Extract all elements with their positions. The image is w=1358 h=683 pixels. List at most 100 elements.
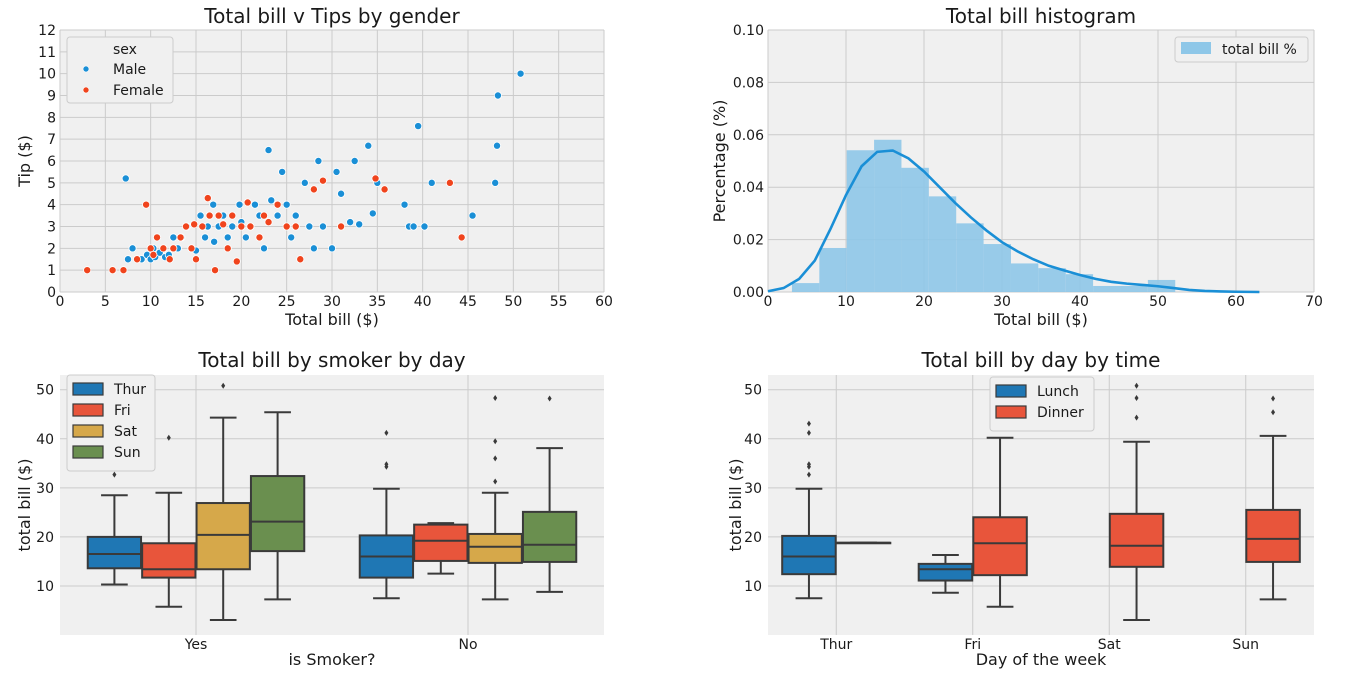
x-tick-label: 20 bbox=[915, 294, 933, 310]
x-tick-label: 40 bbox=[1071, 294, 1089, 310]
histogram-bar bbox=[928, 196, 957, 292]
scatter-point-female bbox=[198, 222, 207, 231]
box bbox=[86, 535, 143, 570]
y-tick-label: 20 bbox=[744, 530, 762, 546]
box bbox=[917, 562, 974, 582]
y-tick-label: 2 bbox=[47, 241, 56, 257]
scatter-point-male bbox=[400, 200, 409, 209]
y-tick-label: 11 bbox=[38, 45, 56, 61]
histogram-bar bbox=[791, 283, 820, 292]
legend-swatch-dinner bbox=[995, 405, 1027, 419]
x-tick-label: 55 bbox=[550, 294, 568, 310]
outlier-marker bbox=[112, 471, 117, 478]
y-tick-label: 5 bbox=[47, 176, 56, 192]
scatter-point-female bbox=[149, 250, 158, 259]
scatter-point-female bbox=[83, 266, 92, 275]
x-axis-label: is Smoker? bbox=[288, 650, 375, 669]
legend-title: sex bbox=[113, 42, 137, 58]
y-tick-label: 0.02 bbox=[733, 233, 764, 249]
x-tick-label: 25 bbox=[278, 294, 296, 310]
scatter-point-male bbox=[309, 244, 318, 253]
outlier-marker bbox=[1134, 382, 1139, 389]
x-tick-label: 50 bbox=[504, 294, 522, 310]
y-axis-label: Percentage (%) bbox=[710, 100, 729, 223]
scatter-point-male bbox=[409, 222, 418, 231]
histogram-bar bbox=[1065, 274, 1094, 292]
scatter-point-female bbox=[291, 222, 300, 231]
scatter-point-male bbox=[124, 255, 133, 264]
scatter-point-male bbox=[468, 211, 477, 220]
histogram-bar bbox=[1010, 263, 1039, 292]
scatter-point-female bbox=[214, 211, 223, 220]
y-tick-label: 1 bbox=[47, 263, 56, 279]
scatter-point-female bbox=[255, 233, 264, 242]
scatter-point-female bbox=[309, 185, 318, 194]
scatter-point-male bbox=[223, 233, 232, 242]
scatter-point-male bbox=[350, 156, 359, 165]
legend-swatch-fri bbox=[72, 403, 104, 417]
x-tick-label: 35 bbox=[368, 294, 386, 310]
outlier-marker bbox=[806, 420, 811, 427]
x-tick-label: No bbox=[458, 637, 477, 653]
scatter-point-male bbox=[282, 200, 291, 209]
scatter-point-male bbox=[259, 244, 268, 253]
scatter-point-female bbox=[159, 244, 168, 253]
outlier-marker bbox=[806, 461, 811, 468]
scatter-point-female bbox=[228, 211, 237, 220]
legend-marker-female bbox=[82, 86, 90, 94]
x-tick-label: Sat bbox=[1098, 637, 1121, 653]
legend-label-sun: Sun bbox=[114, 445, 141, 461]
box bbox=[467, 532, 523, 564]
scatter-point-male bbox=[210, 237, 219, 246]
scatter-point-male bbox=[128, 244, 137, 253]
histogram-bar bbox=[874, 139, 902, 292]
legend-swatch-sun bbox=[72, 445, 104, 459]
scatter-point-female bbox=[282, 222, 291, 231]
scatter-point-female bbox=[457, 233, 466, 242]
chart-title: Total bill by smoker by day bbox=[197, 348, 465, 372]
x-tick-label: 60 bbox=[1227, 294, 1245, 310]
chart-title: Total bill v Tips by gender bbox=[203, 4, 460, 28]
histogram-bar bbox=[819, 247, 847, 292]
x-axis-label: Day of the week bbox=[976, 650, 1107, 669]
box bbox=[141, 542, 197, 579]
y-tick-label: 40 bbox=[744, 432, 762, 448]
scatter-point-male bbox=[196, 211, 205, 220]
legend-marker-male bbox=[82, 65, 90, 73]
outlier-marker bbox=[493, 395, 498, 402]
scatter-point-female bbox=[445, 178, 454, 187]
scatter-point-female bbox=[165, 255, 174, 264]
x-axis-label: Total bill ($) bbox=[993, 310, 1088, 329]
scatter-point-male bbox=[337, 189, 346, 198]
scatter-point-male bbox=[516, 69, 525, 78]
histogram-bar bbox=[1093, 285, 1121, 292]
scatter-point-male bbox=[355, 220, 364, 229]
scatter-point-male bbox=[427, 178, 436, 187]
y-axis-label: Tip ($) bbox=[15, 135, 34, 188]
scatter-point-female bbox=[259, 211, 268, 220]
scatter-point-male bbox=[420, 222, 429, 231]
scatter-point-female bbox=[371, 174, 380, 183]
legend-label-female: Female bbox=[113, 83, 164, 99]
kde-line bbox=[767, 149, 1260, 294]
scatter-point-male bbox=[287, 233, 296, 242]
histogram-bar bbox=[1120, 285, 1148, 292]
scatter-point-female bbox=[337, 222, 346, 231]
outlier-marker bbox=[1134, 395, 1139, 402]
scatter-panel: 0 5 10 15 20 25 30 35 40 45 50 55 600123456789101112… bbox=[15, 4, 613, 329]
x-tick-label: 0 bbox=[764, 294, 773, 310]
box bbox=[195, 502, 251, 571]
scatter-point-female bbox=[146, 244, 155, 253]
box bbox=[972, 516, 1028, 577]
scatter-point-female bbox=[211, 266, 220, 275]
legend-label-sat: Sat bbox=[114, 424, 137, 440]
scatter-point-female bbox=[182, 222, 191, 231]
x-tick-label: 30 bbox=[323, 294, 341, 310]
scatter-point-male bbox=[368, 209, 377, 218]
y-tick-label: 10 bbox=[36, 579, 54, 595]
scatter-point-male bbox=[332, 167, 341, 176]
legend-label-dinner: Dinner bbox=[1037, 405, 1084, 421]
time-boxplot-panel: 10 20 30 40 50 Thur Fri Sat Sun Total bill by day… bbox=[726, 348, 1314, 669]
x-axis-label: Total bill ($) bbox=[284, 310, 379, 329]
y-tick-label: 6 bbox=[47, 154, 56, 170]
